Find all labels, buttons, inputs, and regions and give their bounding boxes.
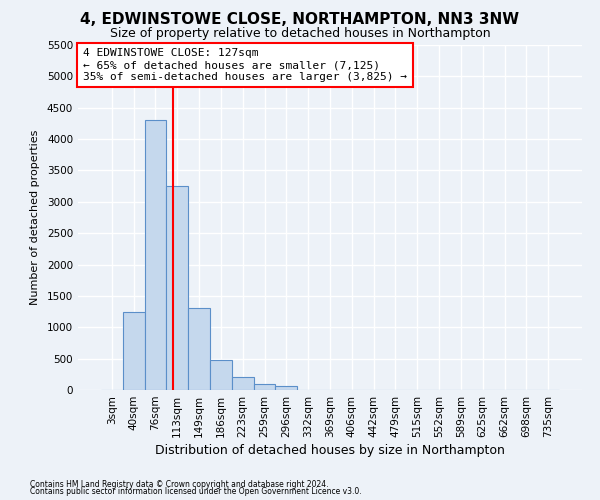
Text: 4, EDWINSTOWE CLOSE, NORTHAMPTON, NN3 3NW: 4, EDWINSTOWE CLOSE, NORTHAMPTON, NN3 3N… xyxy=(80,12,520,28)
Bar xyxy=(232,378,254,390)
Y-axis label: Number of detached properties: Number of detached properties xyxy=(30,130,40,305)
Bar xyxy=(275,386,297,390)
Bar xyxy=(210,360,232,390)
Bar xyxy=(188,308,210,390)
Text: Size of property relative to detached houses in Northampton: Size of property relative to detached ho… xyxy=(110,28,490,40)
X-axis label: Distribution of detached houses by size in Northampton: Distribution of detached houses by size … xyxy=(155,444,505,457)
Text: Contains public sector information licensed under the Open Government Licence v3: Contains public sector information licen… xyxy=(30,487,362,496)
Text: 4 EDWINSTOWE CLOSE: 127sqm
← 65% of detached houses are smaller (7,125)
35% of s: 4 EDWINSTOWE CLOSE: 127sqm ← 65% of deta… xyxy=(83,48,407,82)
Bar xyxy=(254,384,275,390)
Bar xyxy=(123,312,145,390)
Bar xyxy=(145,120,166,390)
Bar xyxy=(166,186,188,390)
Text: Contains HM Land Registry data © Crown copyright and database right 2024.: Contains HM Land Registry data © Crown c… xyxy=(30,480,329,489)
